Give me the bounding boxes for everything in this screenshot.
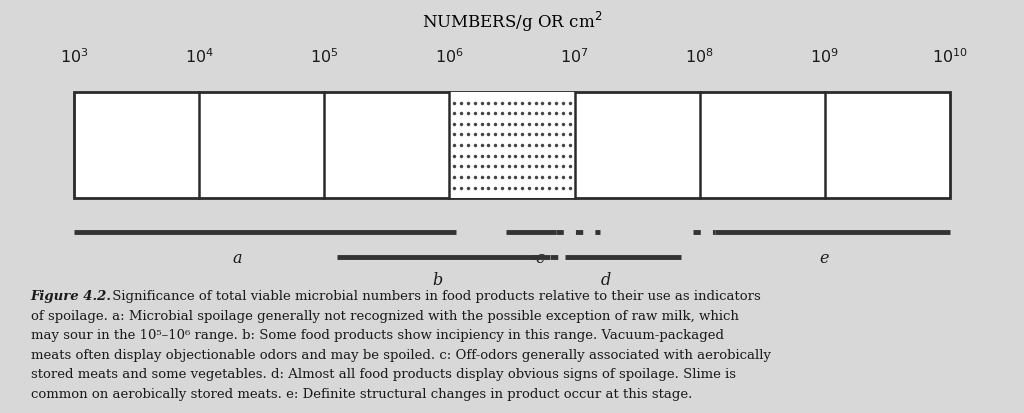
Text: $10^4$: $10^4$ xyxy=(185,48,214,67)
Text: $10^8$: $10^8$ xyxy=(685,48,714,67)
Text: common on aerobically stored meats. e: Definite structural changes in product oc: common on aerobically stored meats. e: D… xyxy=(31,387,692,400)
Text: Significance of total viable microbial numbers in food products relative to thei: Significance of total viable microbial n… xyxy=(109,290,761,302)
Text: $10^3$: $10^3$ xyxy=(60,48,89,67)
Text: $10^5$: $10^5$ xyxy=(310,48,339,67)
Bar xyxy=(75,93,949,198)
Text: d: d xyxy=(601,271,611,288)
Text: $10^9$: $10^9$ xyxy=(810,48,839,67)
Text: of spoilage. a: Microbial spoilage generally not recognized with the possible ex: of spoilage. a: Microbial spoilage gener… xyxy=(31,309,738,322)
Text: a: a xyxy=(232,249,242,266)
Text: e: e xyxy=(820,249,829,266)
Text: meats often display objectionable odors and may be spoiled. c: Off-odors general: meats often display objectionable odors … xyxy=(31,348,771,361)
Bar xyxy=(450,93,574,198)
Text: stored meats and some vegetables. d: Almost all food products display obvious si: stored meats and some vegetables. d: Alm… xyxy=(31,367,735,380)
Text: $10^{10}$: $10^{10}$ xyxy=(932,48,968,67)
Text: NUMBERS/g OR cm$^2$: NUMBERS/g OR cm$^2$ xyxy=(422,10,602,34)
Text: Figure 4.2.: Figure 4.2. xyxy=(31,290,112,302)
Text: b: b xyxy=(432,271,442,288)
Text: $10^6$: $10^6$ xyxy=(435,48,464,67)
Text: c: c xyxy=(535,249,544,266)
Text: may sour in the 10⁵–10⁶ range. b: Some food products show incipiency in this ran: may sour in the 10⁵–10⁶ range. b: Some f… xyxy=(31,328,724,341)
Text: $10^7$: $10^7$ xyxy=(560,48,589,67)
